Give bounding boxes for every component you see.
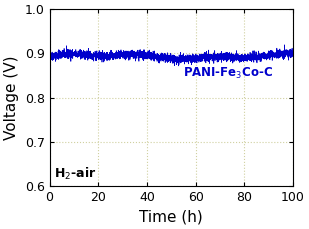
Text: PANI-Fe$_3$Co-C: PANI-Fe$_3$Co-C (184, 65, 273, 81)
X-axis label: Time (h): Time (h) (139, 210, 203, 225)
Y-axis label: Voltage (V): Voltage (V) (4, 56, 19, 140)
Text: H$_2$-air: H$_2$-air (54, 166, 97, 182)
